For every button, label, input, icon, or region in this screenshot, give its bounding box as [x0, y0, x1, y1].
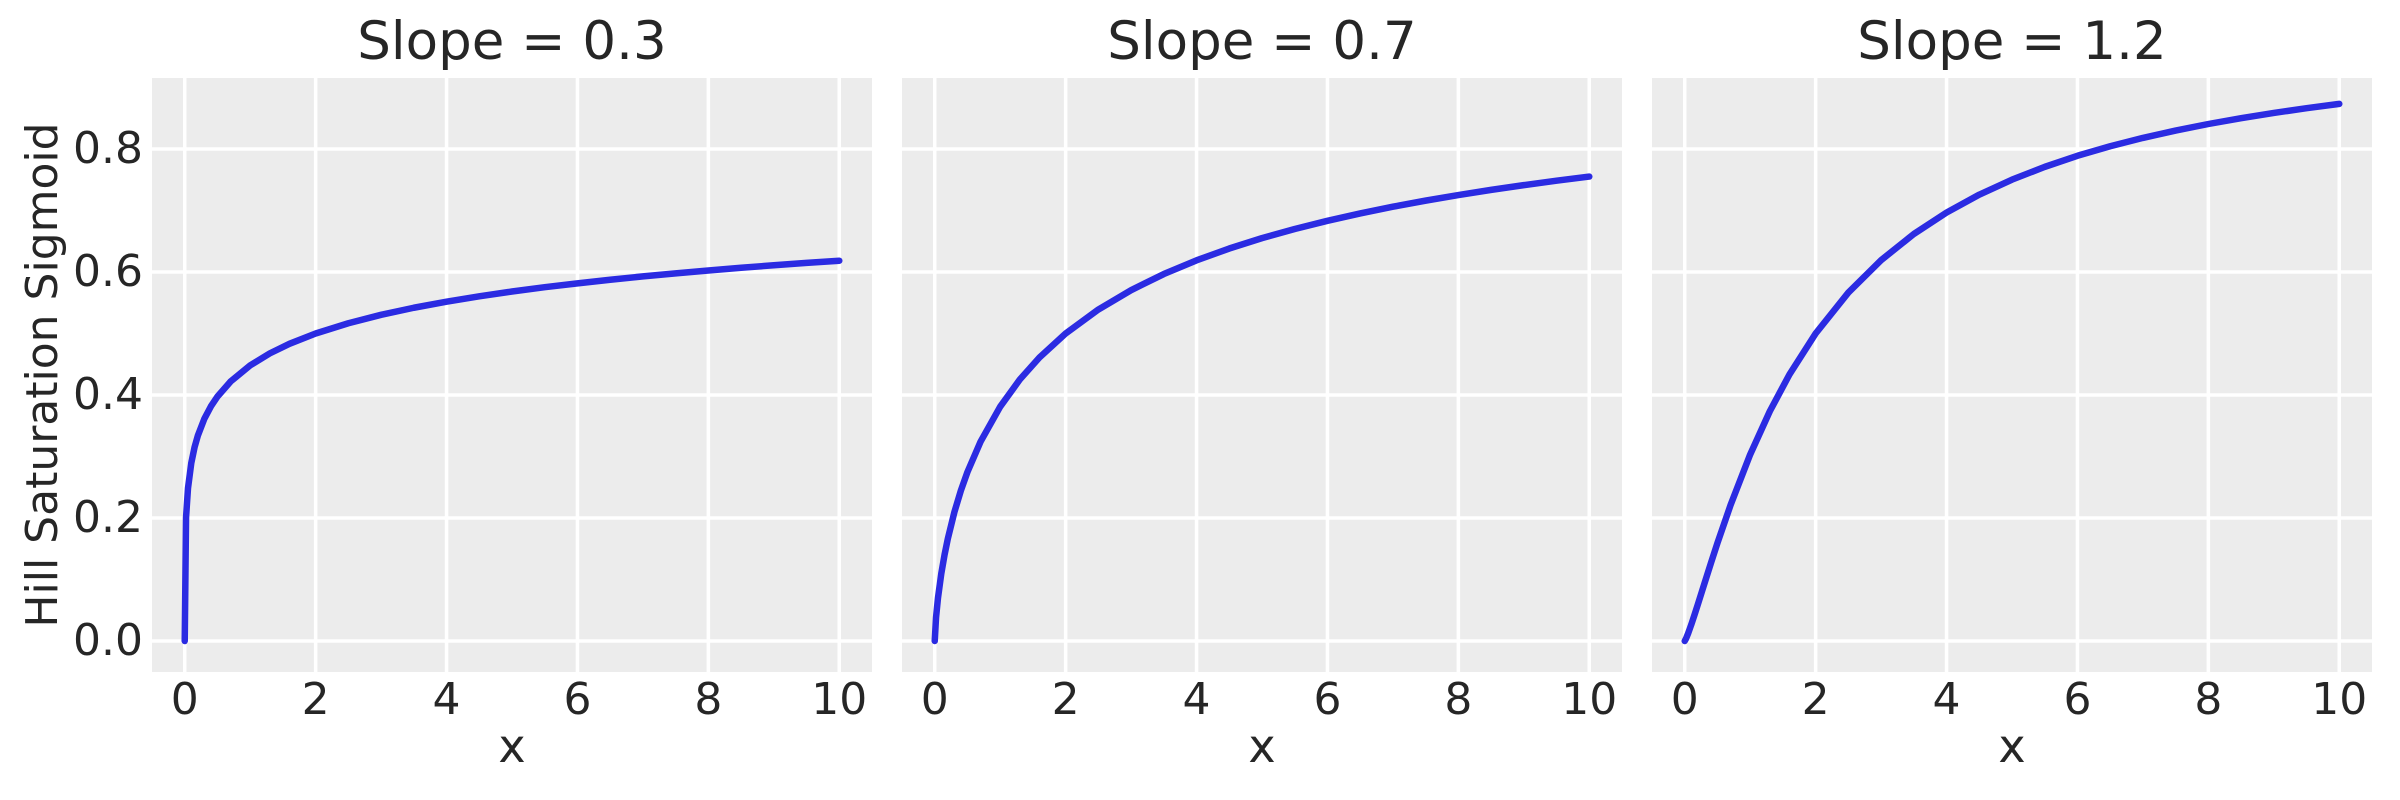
y-tick-label: 0.2	[73, 492, 143, 543]
x-tick-label: 0	[1670, 674, 1699, 725]
plot-area	[152, 78, 872, 672]
plot-area	[902, 78, 1622, 672]
x-tick-label: 8	[694, 674, 723, 725]
subplot-slope-0.3: Slope = 0.3 0 2 4 6 8 10 0.0 0.2 0.4 0.6 0.8 x Hi…	[17, 0, 872, 800]
x-tick-label: 4	[432, 674, 461, 725]
x-tick-label: 6	[2063, 674, 2092, 725]
x-tick-label: 6	[1313, 674, 1342, 725]
x-tick-label: 2	[301, 674, 330, 725]
y-axis-label: Hill Saturation Sigmoid	[17, 122, 68, 628]
subplot-title: Slope = 0.7	[1107, 11, 1417, 72]
x-tick-label: 4	[1932, 674, 1961, 725]
x-axis-label: x	[1998, 719, 2026, 773]
subplot-title: Slope = 0.3	[357, 11, 667, 72]
x-tick-label: 0	[170, 674, 199, 725]
x-tick-label: 2	[1801, 674, 1830, 725]
subplot-slope-1.2: Slope = 1.2 0 2 4 6 8 10 x	[1652, 0, 2372, 800]
plot-area	[1652, 78, 2372, 672]
x-axis-label: x	[498, 719, 526, 773]
x-tick-label: 4	[1182, 674, 1211, 725]
x-tick-label: 10	[2311, 674, 2368, 725]
panel-background	[1652, 78, 2372, 672]
x-tick-label: 6	[563, 674, 592, 725]
hill-curve	[1681, 100, 2343, 645]
plot-canvas	[902, 78, 1622, 672]
x-tick-label: 10	[1561, 674, 1618, 725]
y-tick-label: 0.8	[73, 123, 143, 175]
subplot-slope-0.7: Slope = 0.7 0 2 4 6 8 10 x	[902, 0, 1622, 800]
hill-curve	[931, 173, 1593, 645]
x-axis-label: x	[1248, 719, 1276, 773]
y-tick-label: 0.4	[73, 369, 143, 421]
plot-canvas	[1652, 78, 2372, 672]
plot-canvas	[152, 78, 872, 672]
y-tick-label: 0.0	[73, 615, 143, 666]
x-tick-label: 0	[920, 674, 949, 725]
x-tick-label: 2	[1051, 674, 1080, 725]
x-tick-label: 8	[1444, 674, 1473, 725]
panel-background	[152, 78, 872, 672]
hill-curve	[181, 257, 843, 645]
panel-background	[902, 78, 1622, 672]
x-tick-label: 8	[2194, 674, 2223, 725]
subplot-title: Slope = 1.2	[1857, 11, 2167, 72]
y-tick-label: 0.6	[73, 246, 143, 298]
x-tick-label: 10	[811, 674, 868, 725]
